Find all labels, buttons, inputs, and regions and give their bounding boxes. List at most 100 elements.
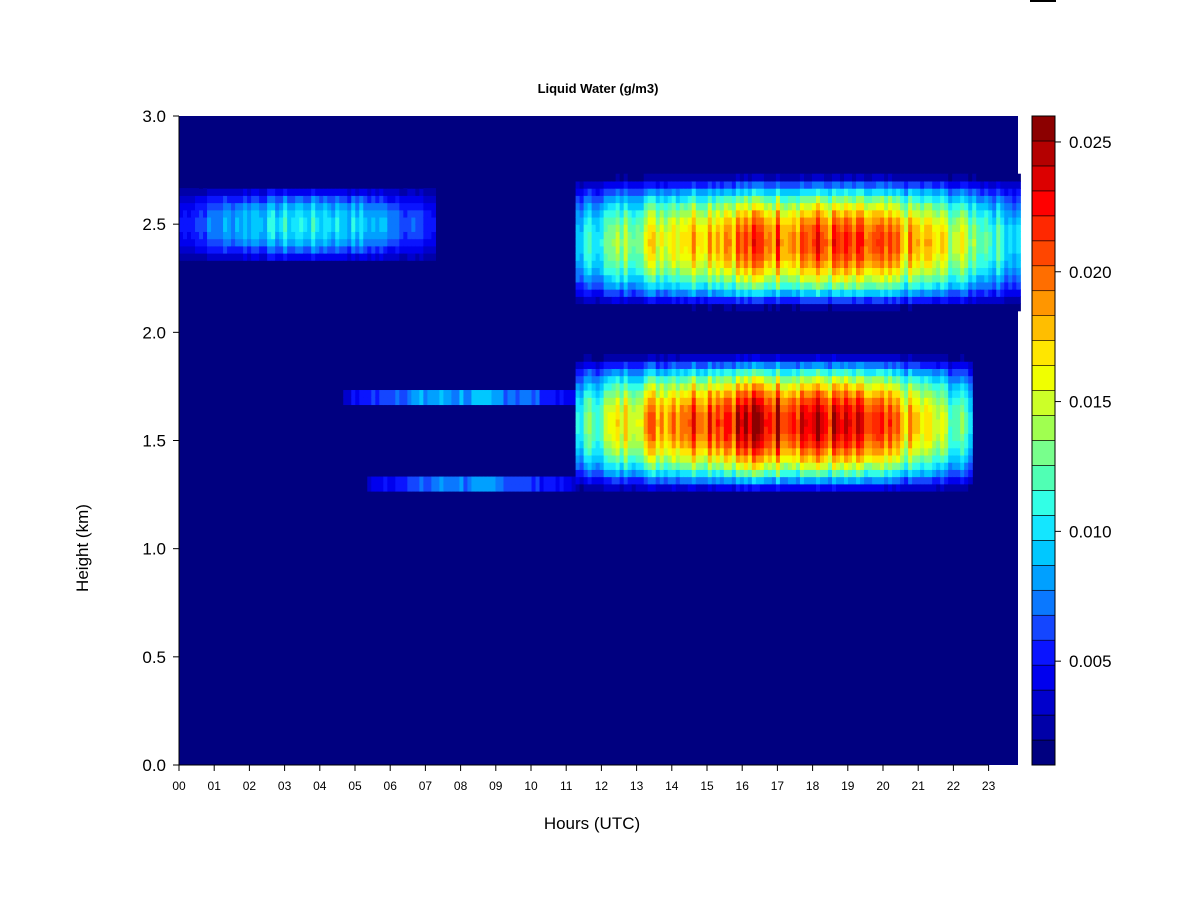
heatmap-cell — [255, 216, 260, 225]
heatmap-cell — [952, 253, 957, 261]
heatmap-cell — [591, 202, 597, 211]
heatmap-cell — [888, 195, 893, 204]
heatmap-cell — [759, 404, 765, 413]
heatmap-cell — [595, 382, 601, 391]
heatmap-cell — [771, 224, 777, 232]
heatmap-cell — [1012, 180, 1017, 189]
heatmap-cell — [827, 404, 833, 413]
heatmap-cell — [723, 224, 729, 232]
heatmap-cell — [503, 397, 509, 406]
heatmap-cell — [603, 253, 609, 261]
heatmap-cell — [727, 361, 733, 369]
heatmap-cell — [351, 180, 356, 189]
heatmap-cell — [755, 382, 761, 391]
heatmap-cell — [759, 426, 765, 434]
heatmap-cell — [679, 390, 685, 398]
heatmap-cell — [856, 476, 861, 485]
heatmap-cell — [823, 173, 829, 182]
heatmap-cell — [711, 296, 717, 305]
heatmap-cell — [687, 224, 693, 232]
heatmap-cell — [587, 382, 593, 391]
heatmap-cell — [647, 253, 653, 261]
heatmap-cell — [207, 253, 212, 261]
heatmap-cell — [747, 418, 753, 427]
heatmap-cell — [819, 433, 825, 442]
heatmap-cell — [651, 404, 657, 413]
heatmap-cell — [691, 433, 697, 442]
heatmap-cell — [819, 245, 825, 254]
heatmap-cell — [659, 469, 665, 478]
heatmap-cell — [880, 476, 885, 485]
heatmap-cell — [880, 209, 885, 218]
heatmap-cell — [251, 260, 256, 269]
heatmap-cell — [852, 216, 857, 225]
heatmap-cell — [743, 303, 749, 312]
heatmap-cell — [807, 440, 813, 449]
heatmap-cell — [647, 390, 653, 398]
heatmap-cell — [868, 368, 873, 377]
heatmap-cell — [944, 433, 949, 442]
heatmap-cell — [227, 209, 232, 218]
heatmap-cell — [647, 418, 653, 427]
heatmap-cell — [1012, 281, 1017, 290]
heatmap-cell — [779, 361, 785, 369]
heatmap-cell — [235, 195, 240, 204]
heatmap-cell — [771, 390, 777, 398]
heatmap-cell — [183, 224, 188, 232]
heatmap-cell — [920, 274, 925, 283]
heatmap-cell — [795, 440, 801, 449]
heatmap-cell — [988, 253, 993, 261]
heatmap-cell — [795, 238, 801, 247]
heatmap-cell — [191, 245, 196, 254]
heatmap-cell — [787, 274, 793, 283]
x-tick-label: 15 — [700, 779, 714, 793]
heatmap-cell — [767, 245, 773, 254]
heatmap-cell — [787, 483, 793, 492]
heatmap-cell — [307, 231, 312, 240]
heatmap-cell — [691, 245, 697, 254]
heatmap-cell — [415, 216, 420, 225]
heatmap-cell — [900, 447, 905, 456]
heatmap-cell — [767, 296, 773, 305]
heatmap-cell — [647, 303, 653, 312]
heatmap-cell — [275, 180, 280, 189]
heatmap-cell — [1004, 253, 1009, 261]
heatmap-cell — [655, 483, 661, 492]
heatmap-cell — [815, 224, 821, 232]
heatmap-cell — [924, 454, 929, 463]
heatmap-cell — [880, 202, 885, 211]
heatmap-cell — [803, 426, 809, 434]
heatmap-cell — [896, 195, 901, 204]
heatmap-cell — [912, 375, 917, 384]
heatmap-cell — [327, 253, 332, 261]
heatmap-cell — [431, 224, 436, 232]
heatmap-cell — [691, 483, 697, 492]
heatmap-cell — [932, 260, 937, 269]
heatmap-cell — [419, 202, 424, 211]
heatmap-cell — [884, 411, 889, 420]
heatmap-cell — [763, 390, 769, 398]
heatmap-cell — [371, 202, 376, 211]
heatmap-cell — [852, 238, 857, 247]
heatmap-cell — [695, 195, 701, 204]
heatmap-cell — [651, 216, 657, 225]
heatmap-cell — [775, 274, 781, 283]
heatmap-cell — [912, 195, 917, 204]
heatmap-cell — [635, 180, 641, 189]
heatmap-cell — [884, 397, 889, 406]
heatmap-cell — [968, 281, 973, 290]
heatmap-cell — [811, 469, 817, 478]
heatmap-cell — [920, 245, 925, 254]
heatmap-cell — [639, 382, 645, 391]
heatmap-cell — [916, 224, 921, 232]
heatmap-cell — [683, 469, 689, 478]
heatmap-cell — [675, 454, 681, 463]
heatmap-cell — [579, 390, 585, 398]
heatmap-cell — [807, 245, 813, 254]
heatmap-cell — [583, 382, 589, 391]
heatmap-cell — [603, 281, 609, 290]
heatmap-cell — [840, 245, 845, 254]
heatmap-cell — [619, 216, 625, 225]
heatmap-cell — [647, 454, 653, 463]
heatmap-cell — [639, 368, 645, 377]
